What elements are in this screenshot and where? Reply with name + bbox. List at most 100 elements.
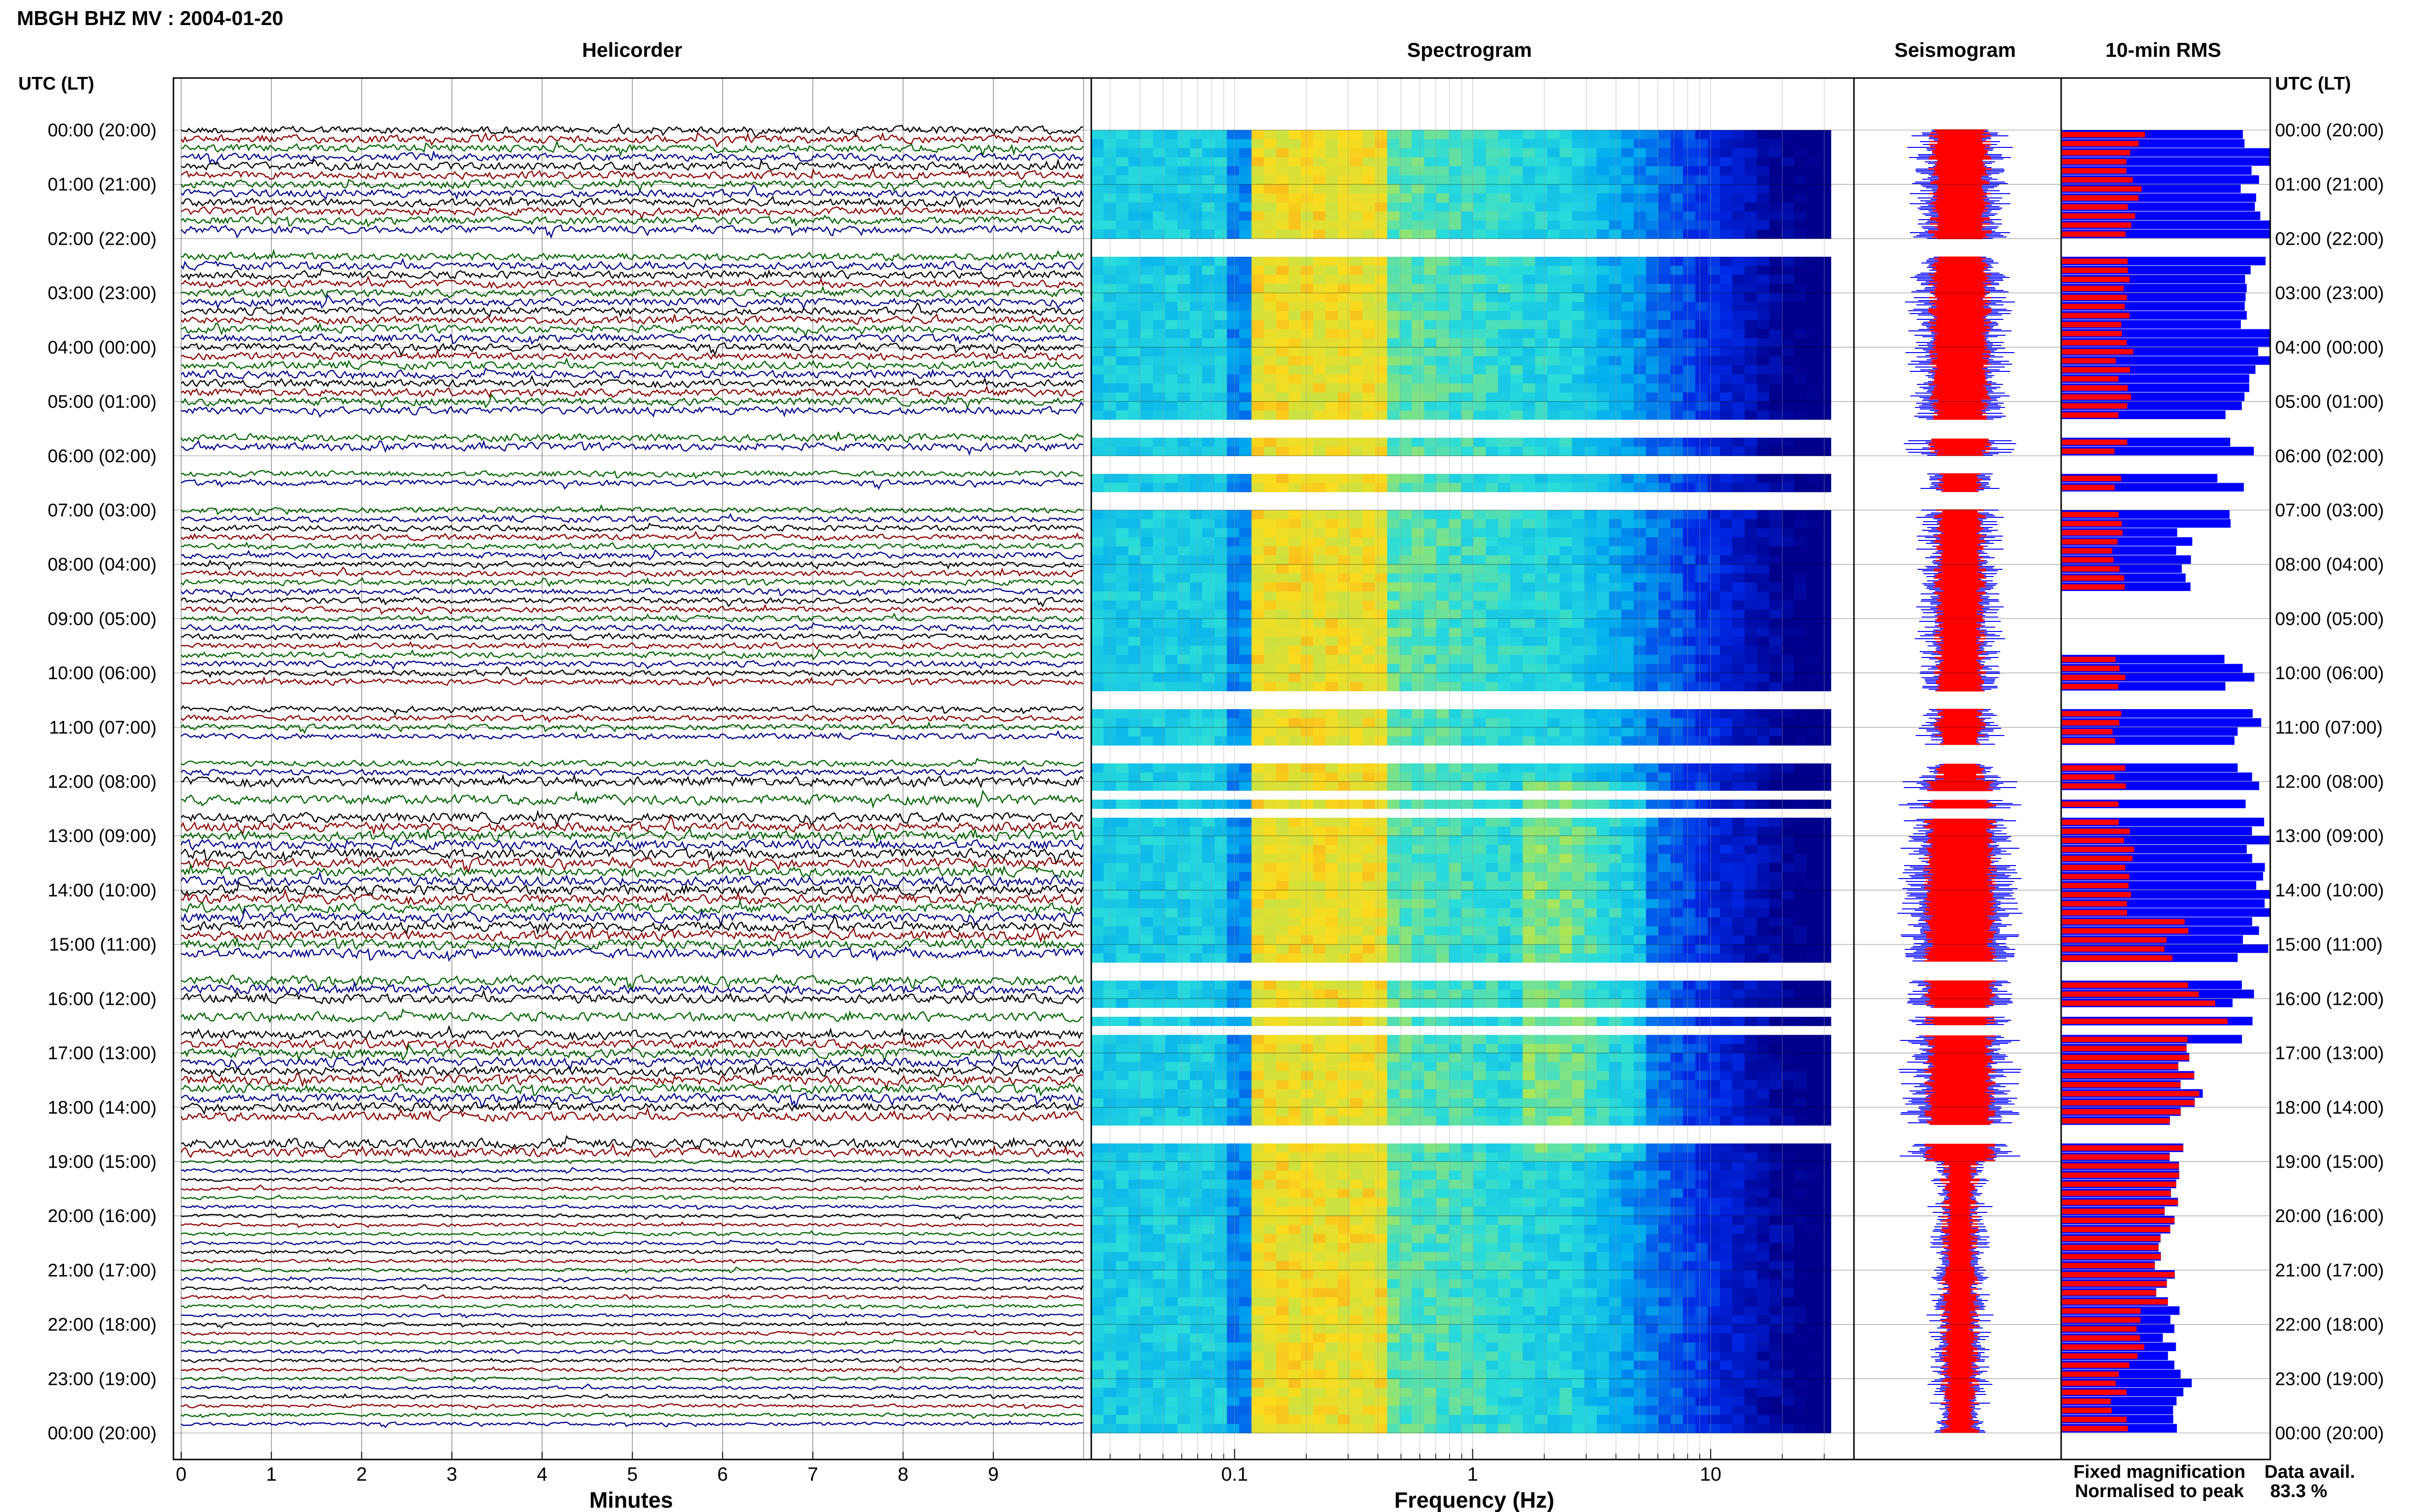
spectrogram-cell [1732,528,1745,538]
helicorder-trace [181,989,1084,1005]
spectrogram-cell [1214,528,1228,538]
spectrogram-cell [1202,193,1215,203]
spectrogram-cell [1313,510,1326,520]
spectrogram-cell [1584,229,1597,239]
spectrogram-cell [1375,157,1388,167]
spectrogram-cell [1522,592,1535,601]
spectrogram-cell [1745,564,1758,574]
spectrogram-cell [1412,265,1425,275]
spectrogram-cell [1424,935,1437,945]
spectrogram-cell [1140,872,1153,881]
spectrogram-cell [1646,265,1659,275]
spectrogram-cell [1683,573,1696,583]
spectrogram-cell [1818,365,1831,375]
spectrogram-cell [1337,872,1350,881]
spectrogram-cell [1178,329,1191,339]
spectrogram-cell [1658,926,1671,936]
spectrogram-cell [1375,265,1388,275]
spectrogram-cell [1732,709,1745,719]
spectrogram-cell [1510,872,1523,881]
spectrogram-cell [1547,917,1560,927]
spectrogram-cell [1165,265,1178,275]
spectrogram-cell [1473,872,1486,881]
spectrogram-cell [1818,302,1831,312]
spectrogram-cell [1621,899,1634,908]
spectrogram-cell [1547,935,1560,945]
spectrogram-cell [1560,365,1573,375]
spectrogram-cell [1264,854,1277,863]
spectrogram-cell [1251,555,1264,565]
spectrogram-cell [1707,582,1721,592]
spectrogram-cell [1597,383,1610,393]
spectrogram-cell [1276,800,1289,809]
spectrogram-cell [1522,673,1535,683]
spectrogram-cell [1547,184,1560,194]
spectrogram-cell [1683,781,1696,791]
spectrogram-cell [1313,600,1326,610]
spectrogram-cell [1301,528,1314,538]
spectrogram-cell [1375,781,1388,791]
spectrogram-cell [1337,211,1350,221]
spectrogram-cell [1609,718,1622,728]
spectrogram-cell [1288,673,1301,683]
spectrogram-cell [1473,338,1486,348]
spectrogram-cell [1794,618,1807,628]
spectrogram-cell [1658,284,1671,293]
spectrogram-cell [1178,338,1191,348]
spectrogram-cell [1424,510,1437,520]
spectrogram-cell [1670,473,1683,483]
spectrogram-cell [1202,202,1215,212]
spectrogram-cell [1547,854,1560,863]
spectrogram-cell [1720,609,1733,619]
spectrogram-cell [1227,184,1240,194]
spectrogram-cell [1436,437,1449,447]
spectrogram-cell [1301,582,1314,592]
spectrogram-cell [1597,618,1610,628]
spectrogram-cell [1178,202,1191,212]
spectrogram-cell [1560,709,1573,719]
spectrogram-cell [1560,383,1573,393]
spectrogram-cell [1621,664,1634,673]
spectrogram-cell [1621,510,1634,520]
spectrogram-cell [1485,148,1498,158]
spectrogram-cell [1670,365,1683,375]
spectrogram-cell [1732,636,1745,646]
spectrogram-cell [1707,257,1721,266]
helicorder-trace [181,758,1084,768]
spectrogram-cell [1313,618,1326,628]
spectrogram-cell [1597,582,1610,592]
spectrogram-cell [1806,519,1819,528]
spectrogram-cell [1633,709,1646,719]
spectrogram-cell [1178,537,1191,547]
spectrogram-cell [1473,365,1486,375]
spectrogram-cell [1190,519,1203,528]
spectrogram-cell [1152,736,1166,746]
spectrogram-cell [1633,265,1646,275]
spectrogram-cell [1251,130,1264,140]
spectrogram-cell [1522,980,1535,990]
spectrogram-cell [1609,311,1622,320]
spectrogram-cell [1646,229,1659,239]
spectrogram-cell [1190,845,1203,855]
spectrogram-cell [1633,392,1646,402]
spectrogram-cell [1510,772,1523,782]
spectrogram-cell [1510,229,1523,239]
spectrogram-cell [1633,148,1646,158]
helicorder-trace [181,150,1084,166]
spectrogram-cell [1707,193,1721,203]
spectrogram-cell [1560,510,1573,520]
spectrogram-cell [1375,284,1388,293]
spectrogram-cell [1621,845,1634,855]
spectrogram-cell [1350,854,1363,863]
spectrogram-cell [1227,709,1240,719]
spectrogram-cell [1375,257,1388,266]
spectrogram-cell [1670,374,1683,384]
spectrogram-cell [1128,709,1141,719]
spectrogram-cell [1091,311,1104,320]
spectrogram-cell [1276,763,1289,773]
spectrogram-cell [1264,609,1277,619]
spectrogram-cell [1769,582,1782,592]
spectrogram-cell [1794,184,1807,194]
spectrogram-cell [1116,736,1129,746]
spectrogram-cell [1375,908,1388,918]
